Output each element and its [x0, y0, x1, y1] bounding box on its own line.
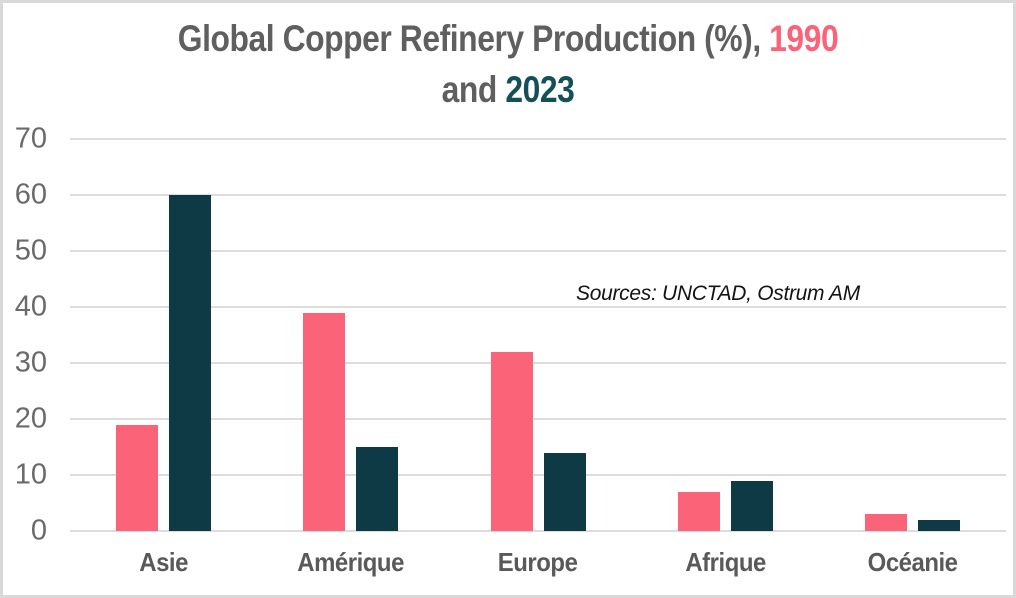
title-and-text: and	[441, 69, 498, 110]
bar-1990-amerique	[303, 312, 346, 531]
bar-group-europe	[444, 139, 631, 531]
bar-1990-afrique	[677, 491, 720, 531]
x-axis: Asie Amérique Europe Afrique Océanie	[70, 547, 1006, 578]
sources-annotation: Sources: UNCTAD, Ostrum AM	[576, 282, 860, 305]
bar-groups	[70, 139, 1006, 531]
y-tick-label-50: 50	[14, 234, 47, 267]
bar-2023-europe	[543, 452, 586, 531]
x-axis-label-amerique: Amérique	[297, 547, 405, 577]
title-line-2: and 2023	[74, 64, 943, 115]
bar-2023-oceanie	[917, 519, 960, 531]
y-tick-label-10: 10	[14, 458, 47, 491]
x-axis-label-europe: Europe	[498, 547, 578, 577]
y-tick-label-70: 70	[14, 122, 47, 155]
bar-1990-oceanie	[864, 514, 907, 531]
y-tick-label-40: 40	[14, 290, 47, 323]
gridline-10	[70, 474, 1006, 476]
bar-1990-asie	[116, 424, 159, 531]
y-tick-label-0: 0	[30, 514, 47, 547]
bar-2023-asie	[169, 195, 212, 531]
title-year-2023: 2023	[505, 69, 575, 110]
title-main-text: Global Copper Refinery Production (%),	[177, 18, 761, 59]
x-axis-label-oceanie: Océanie	[867, 547, 958, 577]
gridline-50	[70, 250, 1006, 252]
gridline-70	[70, 138, 1006, 140]
bar-group-afrique	[632, 139, 819, 531]
y-axis: 0 10 20 30 40 50 60 70	[3, 124, 47, 545]
gridline-60	[70, 194, 1006, 196]
gridline-30	[70, 362, 1006, 364]
bar-group-oceanie	[819, 139, 1006, 531]
gridline-20	[70, 418, 1006, 420]
x-axis-label-afrique: Afrique	[684, 547, 766, 577]
gridline-0	[70, 530, 1006, 532]
gridline-40	[70, 306, 1006, 308]
y-tick-label-60: 60	[14, 178, 47, 211]
y-tick-label-20: 20	[14, 402, 47, 435]
bar-group-asie	[70, 139, 257, 531]
bar-2023-amerique	[356, 447, 399, 531]
chart-title: Global Copper Refinery Production (%), 1…	[74, 13, 943, 115]
bar-1990-europe	[490, 351, 533, 531]
y-tick-label-30: 30	[14, 346, 47, 379]
bar-2023-afrique	[730, 480, 773, 531]
x-axis-label-asie: Asie	[139, 547, 188, 577]
plot-area	[70, 138, 1006, 532]
title-line-1: Global Copper Refinery Production (%), 1…	[74, 13, 943, 64]
bar-group-amerique	[257, 139, 444, 531]
title-year-1990: 1990	[769, 18, 839, 59]
